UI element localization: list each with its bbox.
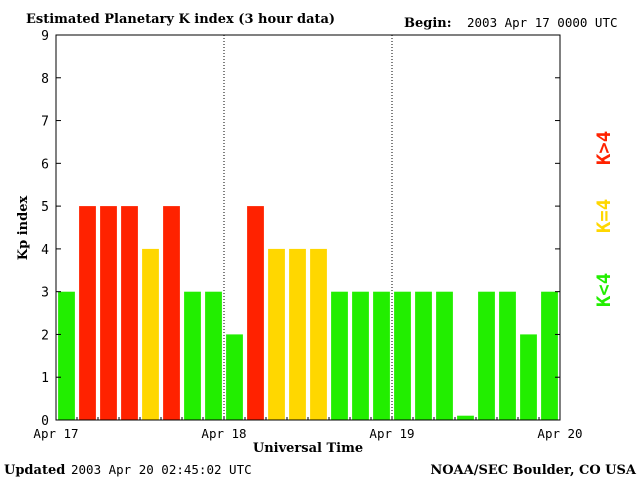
kp-bar	[226, 334, 243, 420]
x-tick-label: Apr 19	[369, 426, 414, 441]
updated-value: 2003 Apr 20 02:45:02 UTC	[71, 462, 252, 477]
kp-bar	[79, 206, 96, 420]
kp-bar	[352, 291, 369, 420]
day-divider-lines	[223, 35, 393, 420]
y-tick-label: 4	[41, 243, 49, 258]
kp-bar	[331, 291, 348, 420]
bars-group	[58, 206, 558, 420]
kp-bar	[247, 206, 264, 420]
kp-bar	[205, 291, 222, 420]
y-axis-label: Kp index	[16, 196, 31, 261]
x-axis-label: Universal Time	[253, 441, 363, 456]
kp-bar	[478, 291, 495, 420]
kp-bar	[310, 248, 327, 420]
x-axis-ticks: Apr 17 Apr 18 Apr 19 Apr 20	[33, 417, 583, 441]
begin-value: 2003 Apr 17 0000 UTC	[467, 15, 618, 30]
kp-bar	[415, 291, 432, 420]
legend: K>4 K=4 K<4	[593, 131, 615, 307]
y-tick-label: 8	[41, 72, 49, 87]
y-tick-label: 5	[41, 200, 49, 215]
kp-bar	[289, 248, 306, 420]
kp-bar	[373, 291, 390, 420]
y-tick-label: 3	[41, 286, 49, 301]
kp-bar	[436, 291, 453, 420]
kp-bar	[163, 206, 180, 420]
kp-bar	[58, 291, 75, 420]
source-credit: NOAA/SEC Boulder, CO USA	[430, 463, 637, 478]
kp-bar	[121, 206, 138, 420]
legend-high: K>4	[593, 131, 615, 165]
kp-bar	[457, 415, 474, 420]
legend-equal: K=4	[593, 199, 615, 233]
chart-title: Estimated Planetary K index (3 hour data…	[26, 12, 335, 27]
y-tick-label: 0	[41, 414, 49, 429]
kp-bar	[541, 291, 558, 420]
y-tick-label: 1	[41, 371, 49, 386]
kp-bar	[520, 334, 537, 420]
x-tick-label: Apr 20	[537, 426, 582, 441]
y-tick-label: 9	[41, 29, 49, 44]
y-tick-label: 2	[41, 328, 49, 343]
kp-bar	[100, 206, 117, 420]
legend-low: K<4	[593, 273, 615, 307]
x-tick-label: Apr 17	[33, 426, 78, 441]
kp-bar	[394, 291, 411, 420]
begin-label: Begin:	[404, 16, 452, 31]
x-tick-label: Apr 18	[201, 426, 246, 441]
kp-bar	[142, 248, 159, 420]
updated-label: Updated	[4, 463, 65, 478]
kp-bar	[184, 291, 201, 420]
kp-bar	[268, 248, 285, 420]
y-tick-label: 6	[41, 157, 49, 172]
y-tick-label: 7	[41, 115, 49, 130]
y-axis-ticks: 0 1 2 3 4 5 6 7 8 9	[41, 29, 560, 429]
kp-bar	[499, 291, 516, 420]
